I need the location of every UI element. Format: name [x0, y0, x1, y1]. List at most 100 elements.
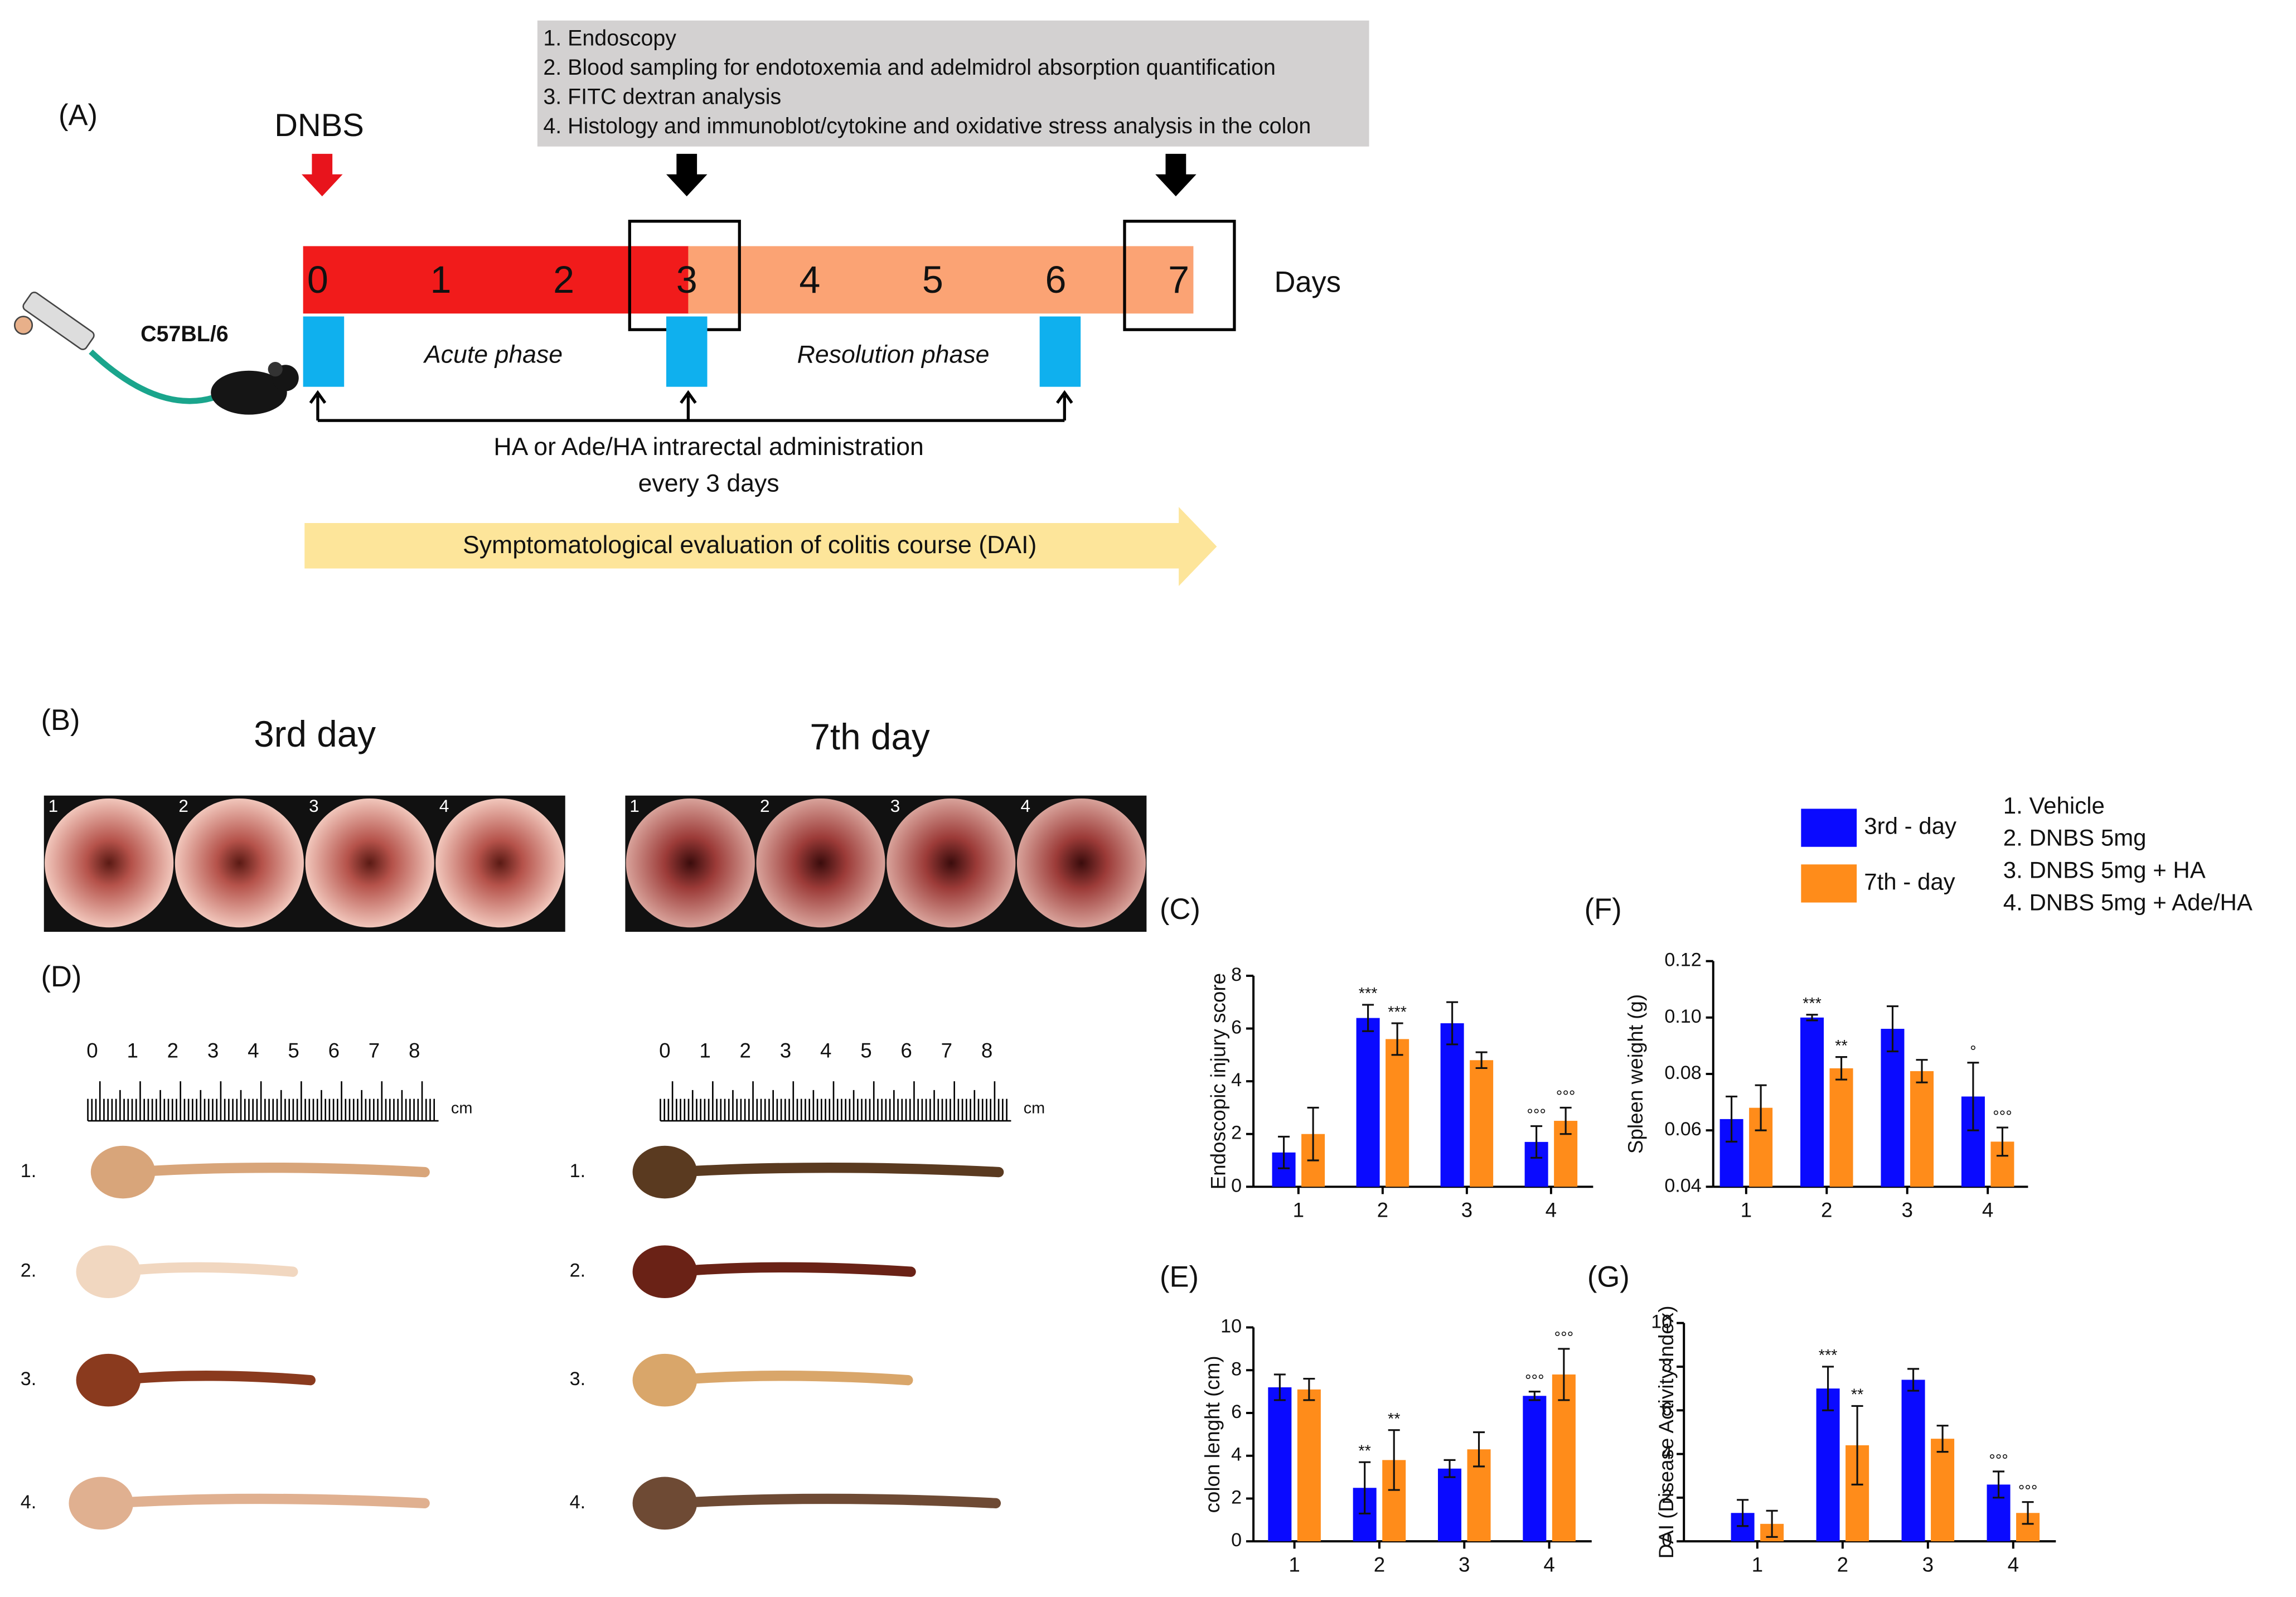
group-label: 4. DNBS 5mg + Ade/HA	[2003, 889, 2253, 915]
endoscopy-photo	[45, 798, 174, 928]
ruler	[87, 1081, 439, 1122]
significance: **	[1835, 1037, 1847, 1055]
photo-label: 1	[629, 796, 640, 816]
ruler-label: 7	[369, 1039, 380, 1062]
step: 3. FITC dextran analysis	[543, 84, 781, 109]
colon	[668, 1162, 1004, 1178]
x-tick-label: 1	[1752, 1554, 1763, 1576]
error-bar	[1444, 1459, 1456, 1478]
bar	[1800, 1017, 1824, 1187]
photo-label: 4	[439, 796, 449, 816]
y-tick-label: 8	[1231, 1358, 1242, 1380]
colon-cecum	[632, 1145, 697, 1199]
dose	[303, 316, 345, 387]
error-bar	[2022, 1501, 2034, 1525]
bar	[1881, 1029, 1905, 1187]
photo-label: 3	[890, 796, 900, 816]
ruler-label: 6	[328, 1039, 340, 1062]
y-tick-label: 6	[1231, 1017, 1242, 1038]
dose	[666, 316, 708, 387]
ruler-label: 8	[409, 1039, 420, 1062]
ruler-label: 0	[86, 1039, 98, 1062]
strain: C57BL/6	[141, 322, 229, 346]
error-bar	[1391, 1022, 1403, 1056]
step: 1. Endoscopy	[543, 26, 676, 50]
y-tick-label: 0	[1662, 1530, 1672, 1551]
x-tick-label: 3	[1902, 1199, 1913, 1222]
bar	[1438, 1468, 1462, 1542]
box	[1123, 220, 1236, 331]
y-tick-label: 0.08	[1664, 1062, 1701, 1083]
row-label: 1.	[21, 1160, 36, 1182]
ruler-unit: cm	[451, 1100, 472, 1117]
ruler	[660, 1081, 1011, 1122]
timepoint: 3rd day	[254, 714, 376, 754]
bar	[1356, 1018, 1380, 1187]
error-bar	[1558, 1348, 1570, 1401]
error-bar	[1307, 1106, 1319, 1162]
y-tick-label: 0	[1231, 1175, 1242, 1196]
admin-bracket	[309, 390, 1073, 422]
y-tick-label: 2	[1231, 1487, 1242, 1508]
error-bar	[1303, 1378, 1315, 1401]
ruler-label: 6	[900, 1039, 912, 1062]
day: 3	[676, 259, 697, 301]
photo-label: 2	[760, 796, 770, 816]
step: 4. Histology and immunoblot/cytokine and…	[543, 114, 1311, 138]
colon	[112, 1371, 316, 1386]
row-label: 4.	[21, 1492, 36, 1513]
error-bar	[1559, 1106, 1572, 1135]
panel-label: (G)	[1587, 1261, 1630, 1294]
admin-text: HA or Ade/HA intrarectal administration	[493, 433, 923, 461]
y-axis-label: Endoscopic injury score	[1207, 973, 1229, 1189]
day: 4	[799, 259, 820, 301]
ruler-label: 1	[699, 1039, 710, 1062]
photo-label: 4	[1021, 796, 1031, 816]
day: 1	[430, 259, 452, 301]
y-tick-label: 4	[1231, 1069, 1242, 1091]
group-label: 2. DNBS 5mg	[2003, 825, 2147, 851]
ruler-label: 4	[820, 1039, 831, 1062]
y-axis-label: Spleen weight (g)	[1624, 994, 1647, 1154]
panel-label: (B)	[41, 704, 80, 737]
colon	[668, 1371, 913, 1386]
mouse-syringe	[13, 291, 299, 415]
error-bar	[1530, 1125, 1543, 1159]
error-bar	[1737, 1499, 1749, 1527]
y-axis-label: colon lenght (cm)	[1201, 1356, 1224, 1513]
y-tick-label: 0.04	[1664, 1175, 1701, 1196]
day: 5	[922, 259, 943, 301]
y-tick-label: 0.12	[1664, 950, 1701, 971]
y-tick-label: 0	[1231, 1530, 1242, 1551]
error-bar	[1273, 1373, 1286, 1401]
error-bar	[1835, 1056, 1848, 1081]
bar	[1297, 1389, 1321, 1542]
colon	[112, 1262, 298, 1277]
phase: Acute phase	[423, 341, 563, 368]
bar	[1470, 1060, 1494, 1187]
significance: ***	[1803, 995, 1822, 1013]
colon	[127, 1162, 430, 1178]
y-tick-label: 0.06	[1664, 1119, 1701, 1140]
x-tick-label: 2	[1821, 1199, 1832, 1222]
significance: °°°	[1556, 1088, 1576, 1106]
x-tick-label: 1	[1741, 1199, 1752, 1222]
significance: °°°	[1993, 1107, 2012, 1125]
ruler-label: 2	[167, 1039, 178, 1062]
bar	[1523, 1396, 1547, 1542]
x-tick-label: 4	[1546, 1199, 1557, 1222]
colon-cecum	[632, 1353, 697, 1407]
endoscopy-photo	[1016, 798, 1146, 928]
legend-label: 7th - day	[1864, 868, 1955, 894]
row-label: 4.	[570, 1492, 585, 1513]
row-label: 2.	[21, 1260, 36, 1281]
significance: **	[1388, 1410, 1400, 1428]
day: 6	[1045, 259, 1067, 301]
error-bar	[1916, 1059, 1928, 1083]
step: 2. Blood sampling for endotoxemia and ad…	[543, 55, 1276, 80]
row-label: 3.	[21, 1368, 36, 1390]
legend-swatch	[1801, 809, 1857, 847]
days-label: Days	[1274, 266, 1341, 299]
colon	[668, 1493, 1001, 1509]
